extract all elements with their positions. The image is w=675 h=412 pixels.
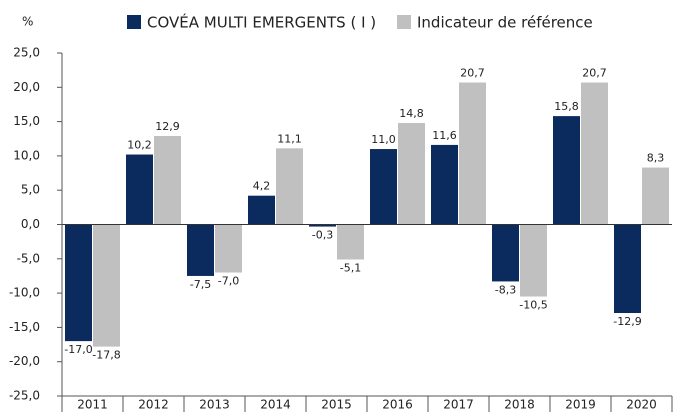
x-tick-label: 2016 xyxy=(382,398,413,412)
value-label: 11,6 xyxy=(432,129,457,142)
y-tick-label: 20,0 xyxy=(13,80,40,94)
value-label: -10,5 xyxy=(519,299,547,312)
x-tick-label: 2017 xyxy=(443,398,474,412)
y-tick-label: -5,0 xyxy=(17,251,40,265)
y-tick-label: -10,0 xyxy=(9,286,40,300)
value-label: 20,7 xyxy=(582,66,607,79)
bar xyxy=(215,224,242,273)
bar xyxy=(431,144,458,225)
value-label: 20,7 xyxy=(460,66,485,79)
y-tick-label: 0,0 xyxy=(21,217,40,231)
bar xyxy=(553,116,580,225)
x-tick-label: 2011 xyxy=(77,398,108,412)
y-tick-label: -20,0 xyxy=(9,354,40,368)
bar xyxy=(154,136,181,225)
x-tick-label: 2018 xyxy=(504,398,535,412)
legend-label: Indicateur de référence xyxy=(417,14,593,32)
x-tick-label: 2019 xyxy=(565,398,596,412)
value-label: -17,8 xyxy=(92,349,120,362)
bar xyxy=(614,224,641,313)
value-label: -0,3 xyxy=(312,229,333,242)
bar xyxy=(126,154,153,225)
y-tick-label: 15,0 xyxy=(13,114,40,128)
value-label: 4,2 xyxy=(253,180,271,193)
value-label: -7,0 xyxy=(218,275,239,288)
x-tick-label: 2015 xyxy=(321,398,352,412)
y-tick-label: 25,0 xyxy=(13,46,40,60)
bar xyxy=(398,122,425,225)
value-label: 11,0 xyxy=(371,133,396,146)
x-tick-label: 2013 xyxy=(199,398,230,412)
value-label: 15,8 xyxy=(554,100,579,113)
legend-swatch xyxy=(127,15,141,29)
y-tick-label: -15,0 xyxy=(9,320,40,334)
value-label: 10,2 xyxy=(127,139,152,152)
value-label: -12,9 xyxy=(613,315,641,328)
bar xyxy=(337,224,364,260)
bar xyxy=(187,224,214,276)
value-label: 14,8 xyxy=(399,107,424,120)
bar xyxy=(276,148,303,225)
y-axis-label: % xyxy=(22,15,33,29)
x-tick-label: 2012 xyxy=(138,398,169,412)
bar xyxy=(492,224,519,282)
bar xyxy=(459,82,486,225)
bar xyxy=(520,224,547,297)
legend-label: COVÉA MULTI EMERGENTS ( I ) xyxy=(147,13,376,32)
bar xyxy=(93,224,120,347)
value-label: -5,1 xyxy=(340,261,361,274)
value-label: 12,9 xyxy=(155,120,180,133)
value-label: -7,5 xyxy=(190,278,211,291)
value-label: -17,0 xyxy=(64,343,92,356)
x-tick-label: 2014 xyxy=(260,398,291,412)
bar xyxy=(248,195,275,225)
bar xyxy=(65,224,92,342)
value-label: -8,3 xyxy=(495,283,516,296)
y-tick-label: -25,0 xyxy=(9,389,40,403)
value-label: 8,3 xyxy=(647,152,665,165)
value-label: 11,1 xyxy=(277,132,302,145)
legend-swatch xyxy=(397,15,411,29)
bar xyxy=(642,167,669,225)
x-tick-label: 2020 xyxy=(626,398,657,412)
y-tick-label: 10,0 xyxy=(13,148,40,162)
bar xyxy=(309,224,336,227)
bar xyxy=(370,149,397,225)
y-tick-label: 5,0 xyxy=(21,183,40,197)
bar xyxy=(581,82,608,225)
